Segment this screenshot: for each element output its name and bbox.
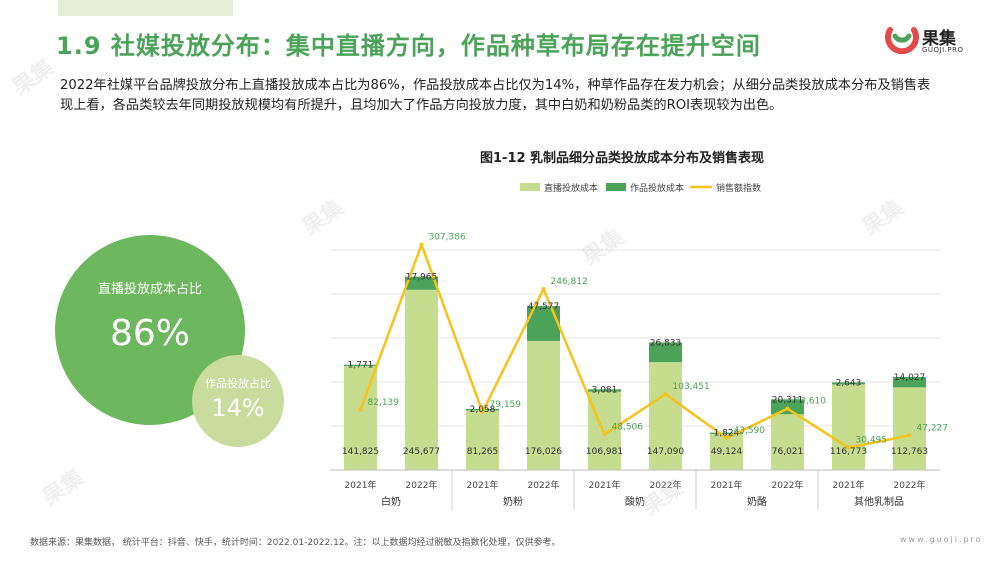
label-sales: 82,139 [368,398,400,408]
label-live: 116,773 [830,447,867,457]
bar-live [527,340,560,470]
legend-swatch-live [520,183,540,191]
label-live: 76,021 [772,447,804,457]
x-tick-label: 2022年 [772,479,804,491]
legend-label-live: 直播投放成本 [544,182,598,194]
data-source-footnote: 数据来源：果集数据， 统计平台：抖音、快手，统计时间：2022.01-2022.… [30,538,561,548]
x-group-label: 酸奶 [625,495,645,508]
chart-title: 图1-12 乳制品细分品类投放成本分布及销售表现 [480,151,765,166]
label-sales: 43,590 [734,426,766,436]
footer-url: www.guoji.pro [900,535,983,544]
bar-work [710,432,743,434]
x-tick-label: 2022年 [406,479,438,491]
sales-point [907,433,912,438]
label-work: 47,577 [528,302,560,312]
label-work: 20,311 [772,395,804,405]
x-group-label: 白奶 [381,495,401,508]
x-group-label: 奶酪 [747,495,767,508]
bar-live [649,362,682,470]
x-tick-label: 2022年 [650,479,682,491]
x-group-label: 其他乳制品 [854,495,904,508]
bar-live [893,387,926,470]
label-work: 3,081 [592,385,618,395]
bar-live [832,384,865,470]
sales-point [846,445,851,450]
bar-live [405,289,438,470]
label-sales: 83,610 [795,397,827,407]
x-tick-label: 2022年 [528,479,560,491]
label-live: 176,026 [525,447,562,457]
label-sales: 307,386 [429,233,466,243]
legend-label-sales: 销售额指数 [716,182,761,194]
live-share-value: 86% [109,313,190,354]
live-share-label: 直播投放成本占比 [97,282,202,297]
logo-text: 果集 [922,29,956,49]
label-work: 1,824 [714,429,740,439]
sales-point [724,436,729,441]
label-sales: 30,495 [856,436,888,446]
label-live: 141,825 [342,447,379,457]
label-sales: 103,451 [673,382,710,392]
work-share-bubble [192,355,284,447]
sales-point [785,406,790,411]
label-sales: 47,227 [917,423,949,433]
label-sales: 48,506 [612,422,644,432]
x-group-label: 奶粉 [503,495,523,508]
label-work: 2,058 [470,405,496,415]
sales-point [358,407,363,412]
x-tick-label: 2021年 [467,479,499,491]
label-live: 245,677 [403,447,440,457]
label-live: 49,124 [711,447,743,457]
title-accent-bar [58,0,233,16]
x-tick-label: 2021年 [833,479,865,491]
x-tick-label: 2021年 [345,479,377,491]
brand-logo: 果集 GUOJI.PRO [884,22,964,62]
legend-swatch-work [606,183,626,191]
intro-paragraph: 2022年社媒平台品牌投放分布上直播投放成本占比为86%，作品投放成本占比仅为1… [60,78,931,113]
bar-live [466,410,499,470]
label-work: 17,965 [406,273,438,283]
work-share-label: 作品投放占比 [205,377,271,390]
bar-work [405,276,438,290]
label-live: 106,981 [586,447,623,457]
sales-line [359,243,910,449]
label-live: 81,265 [467,447,499,457]
sales-point [419,242,424,247]
logo-mark-icon [885,27,919,55]
x-tick-label: 2021年 [711,479,743,491]
x-tick-label: 2021年 [589,479,621,491]
label-work: 14,027 [894,373,926,383]
bar-work [893,377,926,388]
label-sales: 246,812 [551,277,588,287]
bar-work [649,342,682,363]
sales-point [663,392,668,397]
label-work: 26,833 [650,338,682,348]
label-sales: 79,159 [490,400,522,410]
label-live: 147,090 [647,447,684,457]
logo-url: GUOJI.PRO [922,46,964,54]
sales-point [480,409,485,414]
bar-live [588,391,621,470]
work-share-value: 14% [211,394,265,422]
bar-work [588,389,621,392]
label-work: 1,771 [348,361,374,371]
x-tick-label: 2022年 [894,479,926,491]
label-work: 2,643 [836,378,862,388]
bar-live [771,414,804,470]
bar-work [344,364,377,366]
page-title: 1.9 社媒投放分布：集中直播方向，作品种草布局存在提升空间 [56,32,761,60]
sales-point [541,287,546,292]
label-live: 112,763 [891,447,928,457]
bar-work [832,382,865,385]
legend-label-work: 作品投放成本 [630,182,684,194]
sales-point [602,432,607,437]
